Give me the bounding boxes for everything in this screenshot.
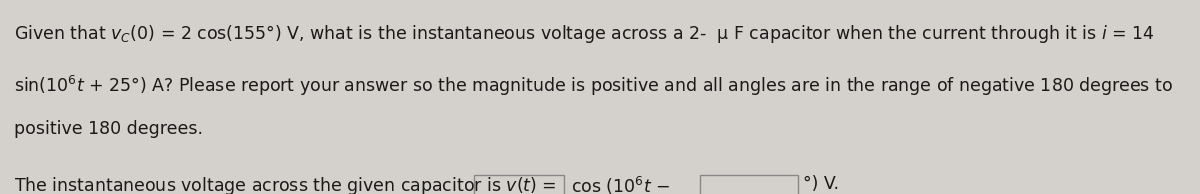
Text: °) V.: °) V. bbox=[803, 175, 839, 193]
Text: positive 180 degrees.: positive 180 degrees. bbox=[14, 120, 204, 138]
FancyBboxPatch shape bbox=[700, 175, 798, 194]
Text: sin(10$^6$$t$ + 25°) A? Please report your answer so the magnitude is positive a: sin(10$^6$$t$ + 25°) A? Please report yo… bbox=[14, 74, 1174, 98]
Text: cos (10$^6$$t$ −: cos (10$^6$$t$ − bbox=[571, 175, 671, 194]
FancyBboxPatch shape bbox=[474, 175, 564, 194]
Text: The instantaneous voltage across the given capacitor is $v$($t$) =: The instantaneous voltage across the giv… bbox=[14, 175, 557, 194]
Text: Given that $v_C(0)$ = 2 cos(155°) V, what is the instantaneous voltage across a : Given that $v_C(0)$ = 2 cos(155°) V, wha… bbox=[14, 23, 1156, 45]
